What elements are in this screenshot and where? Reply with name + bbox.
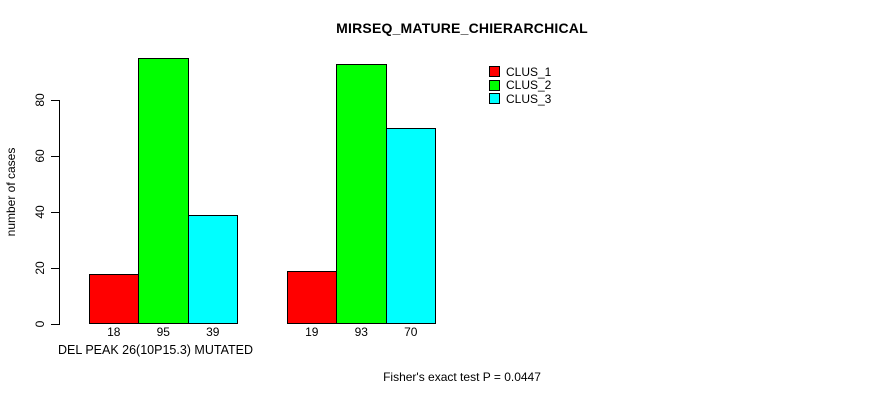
legend-item-clus_3: CLUS_3	[489, 91, 552, 106]
legend-swatch-clus_3	[489, 93, 500, 104]
bar-clus_3-group2	[385, 128, 436, 324]
legend-label: CLUS_3	[506, 91, 552, 106]
legend-swatch-clus_1	[489, 66, 500, 77]
bar-value-label: 70	[404, 325, 418, 339]
bar-clus_2-group1	[138, 58, 189, 324]
fisher-test-annotation: Fisher's exact test P = 0.0447	[383, 370, 541, 384]
bar-clus_3-group1	[187, 214, 238, 324]
y-axis-line	[59, 100, 60, 325]
y-axis-tick-label: 80	[33, 93, 47, 107]
legend-swatch-clus_2	[489, 79, 500, 91]
bar-clus_2-group2	[336, 63, 387, 324]
y-axis-tick-label: 20	[33, 261, 47, 275]
y-axis-tick	[51, 324, 59, 325]
bar-value-label: 95	[156, 325, 170, 339]
legend-item-clus_1: CLUS_1	[489, 64, 552, 79]
x-axis-label: DEL PEAK 26(10P15.3) MUTATED	[58, 343, 253, 357]
legend-item-clus_2: CLUS_2	[489, 78, 552, 92]
y-axis-tick-label: 40	[33, 205, 47, 219]
y-axis-tick	[51, 156, 59, 157]
y-axis-tick	[51, 100, 59, 101]
y-axis-tick	[51, 212, 59, 213]
y-axis-label: number of cases	[4, 147, 18, 237]
bar-value-label: 18	[107, 325, 121, 339]
legend-label: CLUS_1	[506, 64, 552, 79]
bar-value-label: 39	[206, 325, 220, 339]
y-axis-tick	[51, 268, 59, 269]
legend: CLUS_1 CLUS_2 CLUS_3	[489, 64, 552, 106]
chart-title: MIRSEQ_MATURE_CHIERARCHICAL	[336, 20, 588, 36]
bar-clus_1-group1	[88, 273, 139, 324]
bar-clus_1-group2	[286, 270, 337, 324]
y-axis-tick-label: 60	[33, 149, 47, 163]
bar-value-label: 19	[305, 325, 319, 339]
y-axis-tick-label: 0	[33, 320, 47, 328]
bar-value-label: 93	[354, 325, 368, 339]
legend-label: CLUS_2	[506, 78, 552, 92]
